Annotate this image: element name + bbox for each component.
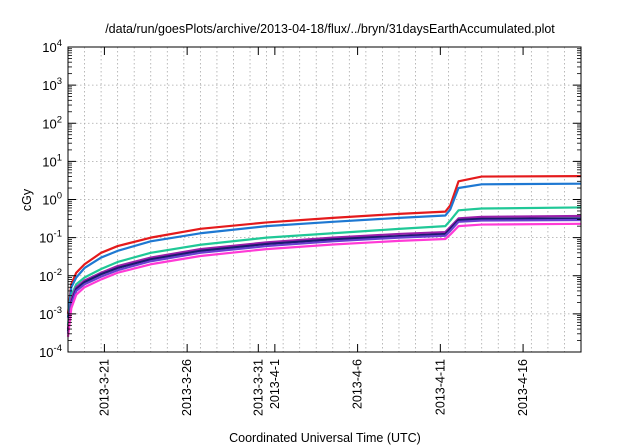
x-axis-label: Coordinated Universal Time (UTC) [229, 431, 421, 445]
series-line-magenta [66, 214, 582, 330]
series-line-red [66, 175, 582, 315]
series-line-purple [66, 218, 582, 334]
x-tick-label: 2013-4-6 [351, 359, 365, 409]
y-tick-label: 10-4 [39, 343, 62, 360]
x-tick-labels: 2013-3-21 2013-3-26 2013-3-31 2013-4-1 2013-… [97, 359, 530, 416]
series-group [66, 175, 582, 337]
x-tick-label: 2013-3-26 [180, 359, 194, 416]
y-tick-label: 102 [42, 114, 62, 131]
series-line-navy [66, 217, 582, 332]
y-tick-label: 10-3 [39, 305, 62, 322]
x-tick-label: 2013-3-21 [97, 359, 111, 416]
x-tick-label: 2013-3-31 [251, 359, 265, 416]
y-axis-label: cGy [20, 188, 34, 211]
x-tick-label: 2013-4-16 [516, 359, 530, 416]
grid [68, 47, 581, 352]
x-tick-label: 2013-4-1 [268, 359, 282, 409]
axes [67, 46, 582, 353]
y-tick-label: 10-1 [39, 229, 62, 246]
y-tick-label: 104 [42, 38, 62, 55]
y-tick-label: 10-2 [39, 267, 62, 284]
y-tick-label: 100 [42, 191, 62, 208]
series-line-pink [66, 222, 582, 337]
chart-title: /data/run/goesPlots/archive/2013-04-18/f… [105, 22, 555, 36]
series-line-green [66, 206, 582, 326]
series-line-blue [66, 182, 582, 318]
x-tick-label: 2013-4-11 [433, 359, 447, 415]
y-tick-label: 101 [42, 152, 62, 169]
y-tick-labels: 10-4 10-3 10-2 10-1 100 101 102 103 104 [39, 38, 62, 360]
y-tick-label: 103 [42, 76, 62, 93]
